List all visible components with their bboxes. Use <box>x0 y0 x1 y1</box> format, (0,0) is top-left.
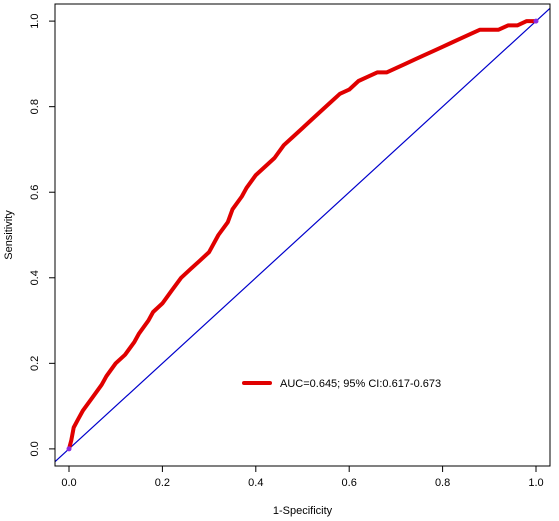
y-axis: 0.0 0.2 0.4 0.6 0.8 1.0 <box>29 13 56 457</box>
roc-curve-line <box>67 19 538 451</box>
x-tick-label: 0.6 <box>342 477 357 489</box>
y-tick-label: 0.2 <box>29 356 41 371</box>
x-tick-label: 0.2 <box>155 477 170 489</box>
y-tick-label: 0.8 <box>29 99 41 114</box>
y-tick-label: 0.0 <box>29 441 41 456</box>
x-tick-label: 1.0 <box>528 477 543 489</box>
reference-diagonal-line <box>55 7 550 463</box>
y-tick-label: 0.4 <box>29 270 41 285</box>
legend-label: AUC=0.645; 95% CI:0.617-0.673 <box>280 378 441 390</box>
roc-start-point <box>66 446 72 452</box>
legend: AUC=0.645; 95% CI:0.617-0.673 <box>242 378 441 390</box>
x-tick-label: 0.4 <box>248 477 263 489</box>
plot-area <box>55 7 550 463</box>
x-axis: 0.0 0.2 0.4 0.6 0.8 1.0 <box>61 465 544 489</box>
x-tick-label: 0.8 <box>435 477 450 489</box>
x-axis-title: 1-Specificity <box>273 505 333 517</box>
y-tick-label: 1.0 <box>29 13 41 28</box>
y-axis-title: Sensitivity <box>3 210 15 260</box>
x-tick-label: 0.0 <box>61 477 76 489</box>
roc-end-point <box>533 18 539 24</box>
y-tick-label: 0.6 <box>29 185 41 200</box>
